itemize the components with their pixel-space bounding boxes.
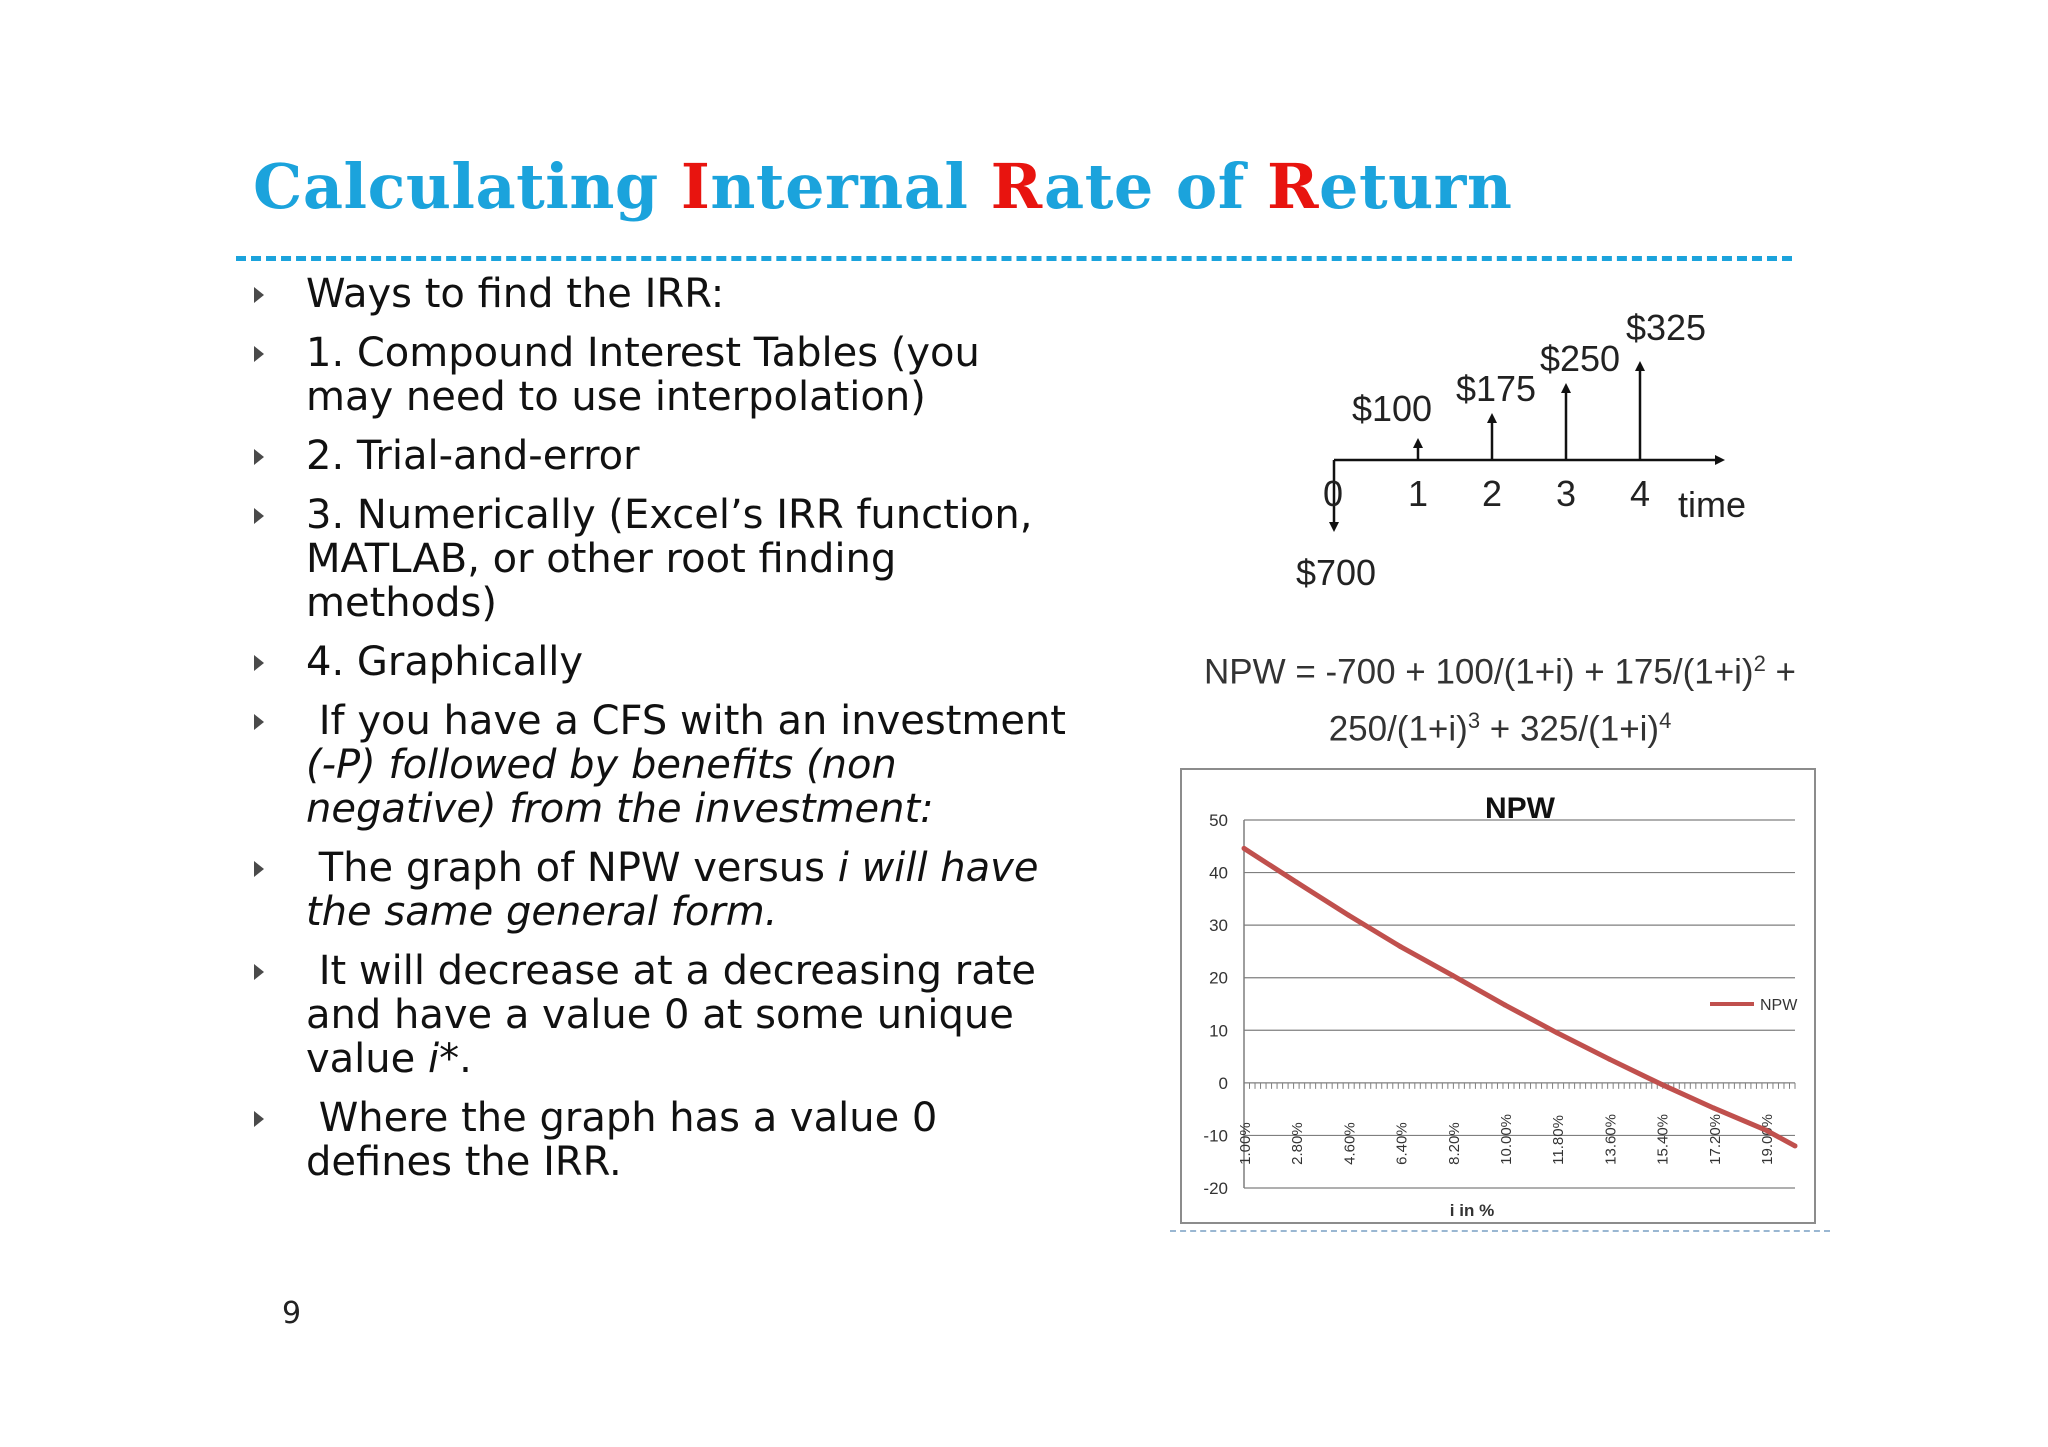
x-tick-label-5: 10.00% (1498, 1114, 1515, 1165)
chart-frame (1180, 768, 1816, 1224)
x-tick-label-4: 8.20% (1446, 1122, 1463, 1165)
y-tick-label-2: 30 (1209, 916, 1228, 935)
chart-grid (1243, 819, 1796, 1189)
x-tick-label-2: 4.60% (1341, 1122, 1358, 1165)
bullet-method-graphical: 4. Graphically (250, 640, 1070, 684)
period-label-0: 0 (1323, 473, 1343, 514)
series-point-6 (1554, 1030, 1560, 1036)
period-label-2: 2 (1482, 473, 1502, 514)
x-tick-label-9: 17.20% (1707, 1114, 1724, 1165)
bullet-irr-definition: Where the graph has a value 0 defines th… (250, 1096, 1070, 1184)
bullet-graph-form: The graph of NPW versus i will have the … (250, 846, 1070, 934)
cash-flow-value-2: $175 (1456, 368, 1536, 409)
series-point-0 (1241, 845, 1247, 851)
series-point-10 (1763, 1127, 1769, 1133)
y-tick-label-3: 20 (1209, 969, 1228, 988)
x-axis-title: i in % (1450, 1201, 1494, 1220)
cash-flow-value-4: $325 (1626, 307, 1706, 348)
npw-formula-line-2: 250/(1+i)3 + 325/(1+i)4 (1328, 707, 1672, 749)
bullet-ways: Ways to find the IRR: (250, 272, 1070, 316)
series-point-9 (1711, 1105, 1717, 1111)
series-point-4 (1450, 973, 1456, 979)
bullet-method-trial: 2. Trial-and-error (250, 434, 1070, 478)
title-divider (236, 256, 1792, 261)
x-tick-label-3: 6.40% (1394, 1122, 1411, 1165)
x-tick-label-10: 19.00% (1759, 1114, 1776, 1165)
series-line-NPW (1242, 846, 1797, 1149)
series-point-1 (1293, 879, 1299, 885)
series-point-3 (1398, 944, 1404, 950)
x-tick-label-1: 2.80% (1289, 1122, 1306, 1165)
y-tick-label-1: 40 (1209, 864, 1228, 883)
cash-flow-value-3: $250 (1540, 338, 1620, 379)
y-tick-label-6: -10 (1203, 1126, 1228, 1145)
bottom-divider (1170, 1230, 1830, 1232)
cash-flow-value-0: $700 (1296, 552, 1376, 593)
y-tick-label-5: 0 (1219, 1074, 1228, 1093)
y-tick-label-4: 10 (1209, 1021, 1228, 1040)
x-tick-label-8: 15.40% (1655, 1114, 1672, 1165)
npw-formula: NPW = -700 + 100/(1+i) + 175/(1+i)2 + 25… (1180, 640, 1820, 753)
npw-formula-line-1: NPW = -700 + 100/(1+i) + 175/(1+i)2 + (1203, 651, 1796, 692)
chart-series (1241, 845, 1798, 1149)
page-number: 9 (282, 1296, 302, 1331)
legend-label: NPW (1760, 997, 1798, 1014)
series-point-11 (1792, 1143, 1798, 1149)
slide-title: Calculating Internal Rate of Return (253, 150, 1513, 223)
x-tick-label-0: 1.00% (1237, 1122, 1254, 1165)
cash-flow-value-1: $100 (1352, 388, 1432, 429)
series-point-5 (1502, 1002, 1508, 1008)
bullet-method-tables: 1. Compound Interest Tables (you may nee… (250, 331, 1070, 419)
period-label-3: 3 (1556, 473, 1576, 514)
period-label-4: 4 (1630, 473, 1650, 514)
period-label-1: 1 (1408, 473, 1428, 514)
series-point-8 (1659, 1081, 1665, 1087)
y-tick-label-0: 50 (1209, 811, 1228, 830)
series-point-2 (1345, 912, 1351, 918)
y-tick-label-7: -20 (1203, 1179, 1228, 1198)
bullet-method-numerical: 3. Numerically (Excel’s IRR function, MA… (250, 493, 1070, 625)
bullet-decrease: It will decrease at a decreasing rate an… (250, 949, 1070, 1081)
x-tick-label-6: 11.80% (1550, 1115, 1567, 1165)
time-axis-label: time (1678, 484, 1746, 525)
npw-chart: NPW 50 40 30 20 10 0 -10 -20 1.00% 2.80% 4.60% 6.4… (1180, 768, 1816, 1224)
series-point-7 (1606, 1056, 1612, 1062)
bullet-cfs: If you have a CFS with an investment (-P… (250, 699, 1070, 831)
cash-flow-diagram: 0 1 2 3 4 time $700 $100 $175 $250 $325 (1296, 307, 1746, 593)
x-tick-label-7: 13.60% (1602, 1114, 1619, 1165)
chart-y-ticks: 50 40 30 20 10 0 -10 -20 (1203, 811, 1228, 1198)
bullet-list: Ways to find the IRR: 1. Compound Intere… (250, 272, 1070, 1199)
